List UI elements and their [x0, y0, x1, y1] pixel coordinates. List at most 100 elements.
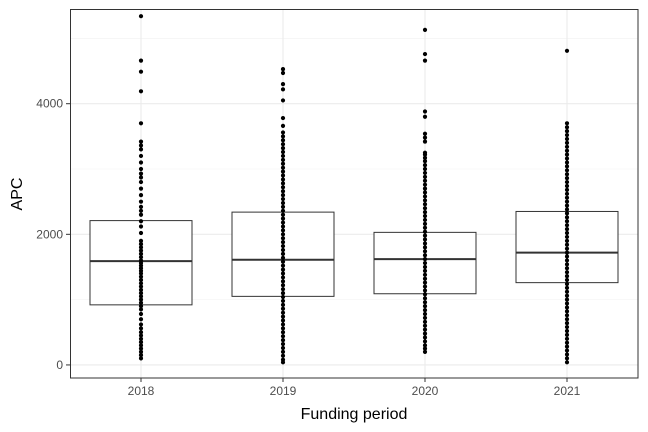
data-point-2020 [422, 327, 428, 332]
data-point-2019 [280, 267, 286, 272]
data-point-2020 [422, 109, 428, 114]
data-point-2018 [138, 69, 144, 74]
data-point-2020 [422, 182, 428, 187]
data-point-2018 [138, 153, 144, 159]
data-point-2020 [422, 194, 428, 199]
data-point-2019 [280, 169, 286, 174]
data-point-2019 [280, 290, 286, 296]
data-point-2019 [280, 66, 286, 72]
data-point-2020 [422, 155, 428, 161]
data-point-2019 [280, 149, 286, 155]
data-point-2020 [422, 58, 428, 63]
data-point-2021 [564, 317, 570, 322]
data-point-2019 [280, 224, 286, 229]
data-point-2021 [564, 309, 570, 314]
data-point-2020 [422, 264, 428, 270]
data-point-2020 [422, 284, 428, 289]
data-point-2021 [564, 356, 570, 361]
x-axis-title: Funding period [301, 406, 408, 423]
data-point-2019 [280, 196, 286, 202]
data-point-2020 [422, 296, 428, 301]
data-point-2020 [422, 51, 428, 57]
data-point-2020 [422, 257, 428, 262]
data-point-2020 [422, 131, 428, 136]
data-point-2021 [564, 144, 570, 149]
data-point-2021 [564, 152, 570, 157]
data-point-2019 [280, 353, 286, 358]
data-point-2018 [138, 307, 144, 312]
data-point-2019 [280, 247, 286, 253]
data-point-2019 [280, 130, 286, 135]
data-point-2021 [564, 336, 570, 341]
data-point-2019 [280, 153, 286, 159]
x-tick-label: 2020 [412, 384, 439, 398]
data-point-2019 [280, 275, 286, 280]
plot-panel-background [70, 9, 638, 378]
data-point-2021 [564, 281, 570, 287]
data-point-2018 [138, 287, 144, 292]
data-point-2019 [280, 177, 286, 182]
data-point-2018 [138, 186, 144, 191]
data-point-2021 [564, 238, 570, 243]
data-point-2018 [138, 212, 144, 217]
data-point-2020 [422, 135, 428, 140]
data-point-2018 [138, 317, 144, 322]
data-point-2018 [138, 219, 144, 224]
data-point-2019 [280, 279, 286, 284]
data-point-2019 [280, 212, 286, 217]
data-point-2018 [138, 251, 144, 257]
data-point-2020 [422, 249, 428, 254]
data-point-2018 [138, 322, 144, 327]
data-point-2020 [422, 260, 428, 266]
data-point-2018 [138, 353, 144, 358]
data-point-2018 [138, 274, 144, 279]
data-point-2018 [138, 284, 144, 289]
data-point-2021 [564, 223, 570, 228]
data-point-2018 [138, 230, 144, 236]
data-point-2018 [138, 171, 144, 176]
data-point-2020 [422, 166, 428, 172]
data-point-2020 [422, 162, 428, 168]
data-point-2020 [422, 272, 428, 277]
data-point-2020 [422, 315, 428, 321]
data-point-2020 [422, 198, 428, 203]
data-point-2019 [280, 240, 286, 245]
data-point-2020 [422, 174, 428, 179]
data-point-2020 [422, 190, 428, 195]
data-point-2018 [138, 356, 144, 361]
data-point-2021 [564, 344, 570, 349]
data-point-2019 [280, 259, 286, 264]
data-point-2021 [564, 360, 570, 365]
data-point-2018 [138, 349, 144, 354]
data-point-2019 [280, 360, 286, 365]
data-point-2020 [422, 323, 428, 328]
data-point-2018 [138, 326, 144, 331]
data-point-2021 [564, 262, 570, 267]
data-point-2020 [422, 213, 428, 219]
data-point-2019 [280, 208, 286, 213]
data-point-2020 [422, 268, 428, 273]
data-point-2019 [280, 220, 286, 225]
data-layer [89, 14, 619, 365]
data-point-2021 [564, 301, 570, 306]
data-point-2021 [564, 277, 570, 283]
data-point-2018 [138, 242, 144, 247]
data-point-2018 [138, 204, 144, 209]
data-point-2020 [422, 210, 428, 215]
data-point-2019 [280, 146, 286, 151]
data-point-2020 [422, 221, 428, 226]
data-point-2018 [138, 333, 144, 338]
data-point-2018 [138, 175, 144, 180]
data-point-2018 [138, 143, 144, 148]
data-point-2019 [280, 326, 286, 331]
data-point-2021 [564, 305, 570, 310]
data-point-2021 [564, 176, 570, 181]
data-point-2019 [280, 82, 286, 87]
data-point-2020 [422, 311, 428, 317]
data-point-2018 [138, 336, 144, 341]
data-point-2020 [422, 229, 428, 234]
data-point-2018 [138, 330, 144, 335]
data-point-2019 [280, 185, 286, 190]
data-point-2021 [564, 270, 570, 275]
